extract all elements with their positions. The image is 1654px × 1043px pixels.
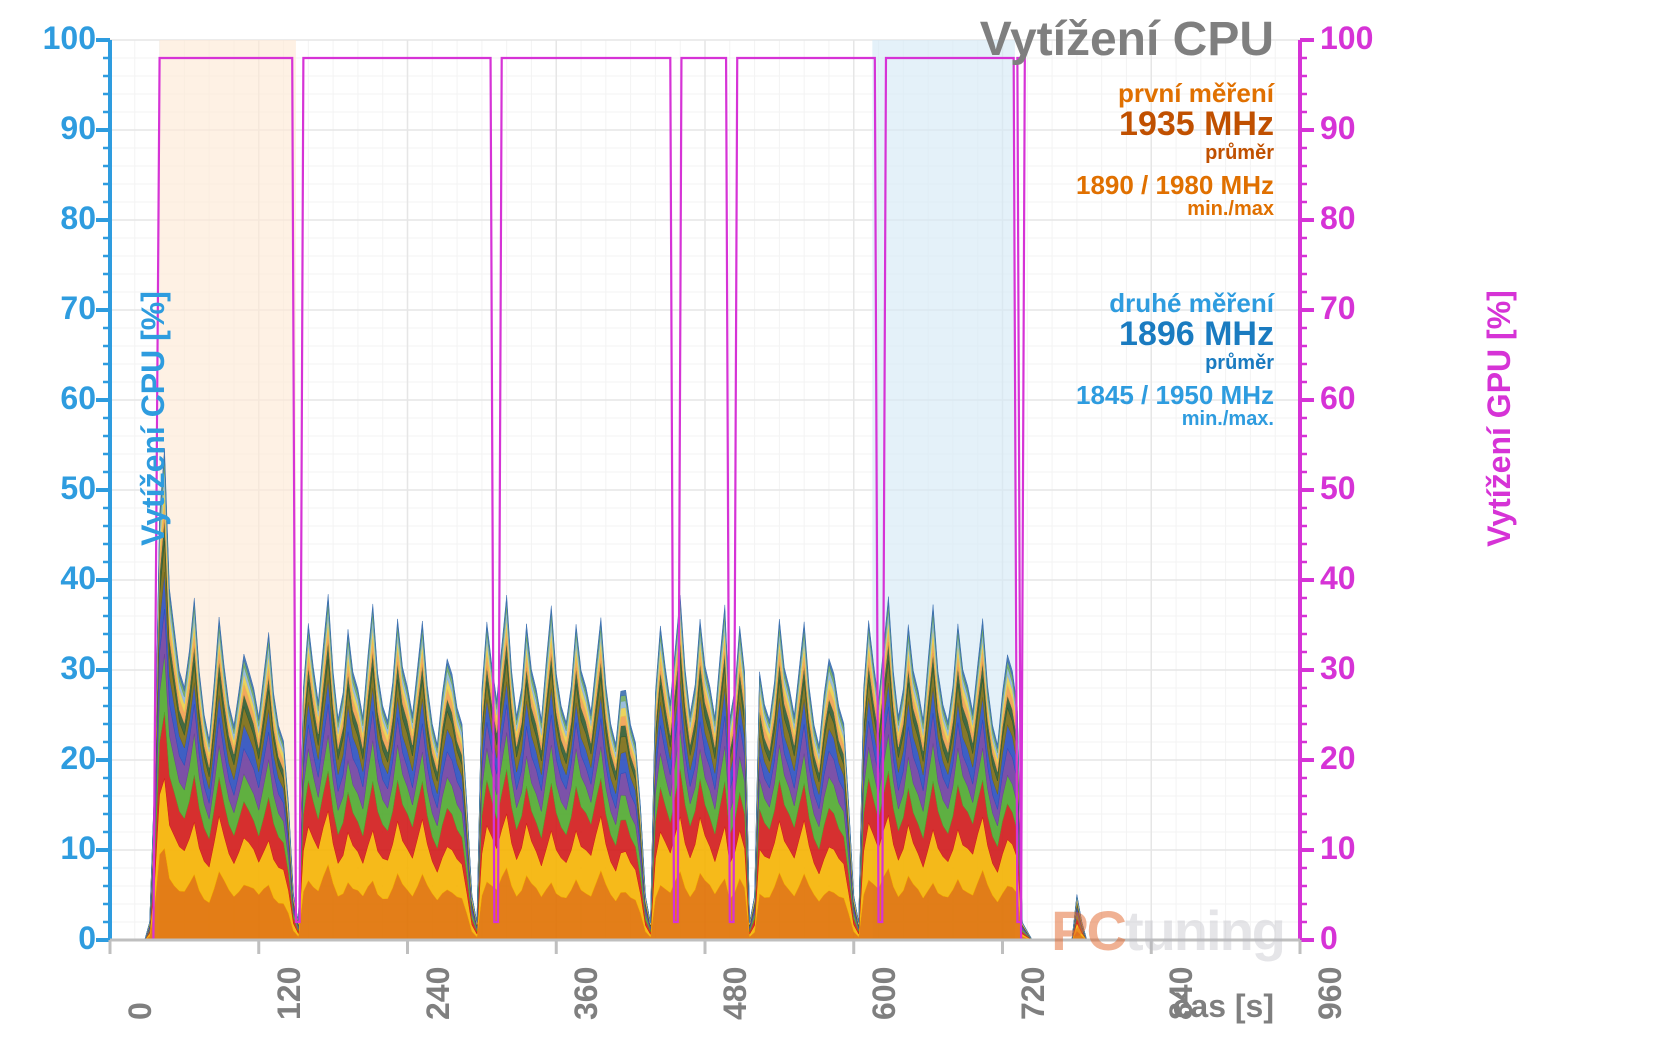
ytick-right: 60 (1320, 380, 1400, 417)
ytick-left: 70 (16, 290, 96, 327)
run1-minmax: 1890 / 1980 MHz (1076, 172, 1274, 199)
ytick-right: 80 (1320, 200, 1400, 237)
ytick-left: 60 (16, 380, 96, 417)
run1-label: první měření (1076, 80, 1274, 107)
y-axis-right-label: Vytížení GPU [%] (1481, 290, 1518, 547)
ytick-left: 100 (16, 20, 96, 57)
run2-label: druhé měření (1076, 290, 1274, 317)
xtick: 480 (717, 967, 754, 1020)
chart-title: Vytížení CPU (980, 12, 1274, 67)
ytick-right: 70 (1320, 290, 1400, 327)
cpu-gpu-utilization-chart (0, 0, 1654, 1043)
ytick-right: 10 (1320, 830, 1400, 867)
ytick-right: 100 (1320, 20, 1400, 57)
run1-avg-sub: průměr (1076, 143, 1274, 164)
xtick: 960 (1312, 967, 1349, 1020)
ytick-right: 20 (1320, 740, 1400, 777)
y-axis-left-label: Vytížení CPU [%] (135, 291, 172, 546)
xtick: 0 (122, 1002, 159, 1020)
xtick: 600 (866, 967, 903, 1020)
ytick-left: 80 (16, 200, 96, 237)
ytick-right: 90 (1320, 110, 1400, 147)
ytick-left: 30 (16, 650, 96, 687)
ytick-right: 50 (1320, 470, 1400, 507)
ytick-left: 20 (16, 740, 96, 777)
run2-minmax-sub: min./max. (1076, 409, 1274, 430)
xtick: 360 (568, 967, 605, 1020)
watermark-logo: PCtuning (1051, 898, 1284, 963)
run1-minmax-sub: min./max (1076, 199, 1274, 220)
ytick-left: 10 (16, 830, 96, 867)
run2-minmax: 1845 / 1950 MHz (1076, 382, 1274, 409)
ytick-left: 0 (16, 920, 96, 957)
run1-avg: 1935 MHz (1076, 107, 1274, 143)
ytick-right: 0 (1320, 920, 1400, 957)
ytick-right: 40 (1320, 560, 1400, 597)
ytick-left: 90 (16, 110, 96, 147)
xtick: 840 (1163, 967, 1200, 1020)
ytick-left: 40 (16, 560, 96, 597)
ytick-left: 50 (16, 470, 96, 507)
xtick: 720 (1015, 967, 1052, 1020)
run2-avg: 1896 MHz (1076, 317, 1274, 353)
run2-info: druhé měření 1896 MHz průměr 1845 / 1950… (1076, 290, 1274, 430)
run2-avg-sub: průměr (1076, 353, 1274, 374)
run1-info: první měření 1935 MHz průměr 1890 / 1980… (1076, 80, 1274, 220)
ytick-right: 30 (1320, 650, 1400, 687)
xtick: 240 (420, 967, 457, 1020)
xtick: 120 (271, 967, 308, 1020)
